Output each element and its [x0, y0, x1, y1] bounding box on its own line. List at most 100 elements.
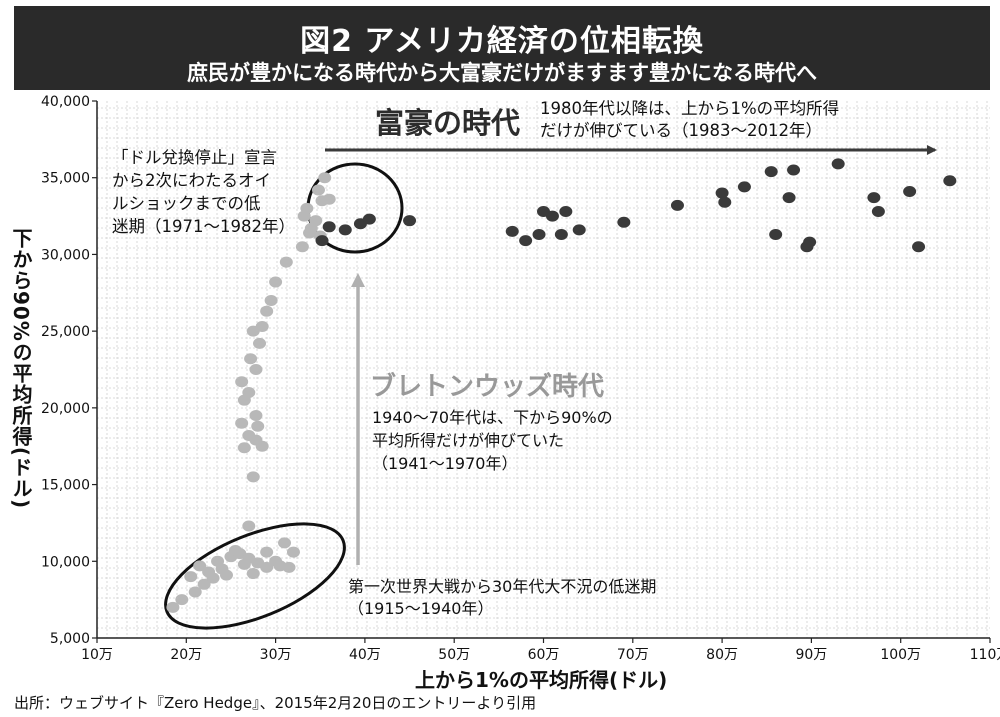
- data-point-series-3: [737, 181, 751, 193]
- data-point-series-3: [943, 175, 957, 187]
- y-axis-label: 下から90%の平均所得(ドル): [9, 228, 33, 510]
- data-point-series-1: [242, 387, 256, 399]
- data-point-series-3: [572, 224, 586, 236]
- y-tick-label: 30,000: [41, 247, 90, 263]
- bretton-line-3: （1941〜1970年）: [372, 454, 518, 474]
- bretton-title: ブレトンウッズ時代: [370, 372, 605, 402]
- bretton-line-1: 1940〜70年代は、下から90%の: [372, 408, 613, 427]
- x-tick-label: 100万: [880, 647, 921, 663]
- data-point-series-3: [403, 215, 417, 227]
- data-point-series-0: [197, 578, 211, 590]
- chart-points: [166, 158, 957, 613]
- era-rich-text: 1980年代以降は、上から1%の平均所得 だけが伸びている（1983〜2012年…: [540, 98, 839, 143]
- ww1-line-1: 第一次世界大戦から30年代大不況の低迷期: [348, 577, 657, 596]
- data-point-series-3: [769, 228, 783, 240]
- data-point-series-1: [251, 420, 265, 432]
- header-banner: 図2 アメリカ経済の位相転換 庶民が豊かになる時代から大富豪だけがますます豊かに…: [14, 6, 990, 90]
- ww1-circle: [164, 522, 346, 630]
- data-point-series-3: [715, 187, 729, 199]
- source-note: 出所：ウェブサイト『Zero Hedge』、2015年2月20日のエントリーより…: [14, 694, 537, 712]
- data-point-series-2: [322, 221, 336, 233]
- x-tick-label: 60万: [528, 647, 560, 663]
- x-axis-label: 上から1%の平均所得(ドル): [415, 668, 668, 692]
- chart-ticks: 5,000 10,000 15,000 20,000 25,000 30,000 35,00…: [41, 94, 1000, 663]
- data-point-series-3: [787, 164, 801, 176]
- data-point-series-2: [315, 235, 329, 247]
- y-tick-label: 25,000: [41, 324, 90, 340]
- data-point-series-0: [193, 560, 207, 572]
- data-point-series-2: [338, 224, 352, 236]
- stagnation-line-3: ルショックまでの低: [112, 194, 261, 214]
- bretton-line-2: 平均所得だけが伸びていた: [372, 431, 565, 451]
- data-point-series-0: [184, 571, 198, 583]
- header-title: 図2 アメリカ経済の位相転換: [300, 24, 704, 59]
- era-rich-title: 富豪の時代: [375, 106, 521, 140]
- x-tick-label: 110万: [970, 647, 1000, 663]
- data-point-series-0: [166, 601, 180, 613]
- ww1-text: 第一次世界大戦から30年代大不況の低迷期 （1915〜1940年）: [348, 576, 656, 621]
- data-point-series-3: [554, 228, 568, 240]
- data-point-series-1: [235, 376, 249, 388]
- era-rich-line-1: 1980年代以降は、上から1%の平均所得: [540, 99, 840, 118]
- data-point-series-0: [175, 594, 189, 606]
- x-tick-label: 40万: [349, 647, 381, 663]
- data-point-series-1: [311, 184, 325, 196]
- y-tick-label: 20,000: [41, 401, 90, 417]
- data-point-series-1: [279, 256, 293, 268]
- chart-overlays: [164, 145, 937, 630]
- x-tick-label: 90万: [795, 647, 827, 663]
- era-rich-line-2: だけが伸びている（1983〜2012年）: [540, 121, 822, 141]
- data-point-series-1: [260, 305, 274, 317]
- data-point-series-0: [278, 537, 292, 549]
- y-tick-label: 15,000: [41, 478, 90, 494]
- data-point-series-1: [237, 442, 251, 454]
- data-point-series-3: [559, 205, 573, 217]
- data-point-series-1: [242, 520, 256, 532]
- data-point-series-3: [912, 241, 926, 253]
- data-point-series-3: [782, 192, 796, 204]
- bretton-text: 1940〜70年代は、下から90%の 平均所得だけが伸びていた （1941〜19…: [372, 406, 613, 476]
- x-tick-label: 10万: [81, 647, 113, 663]
- y-tick-label: 10,000: [41, 554, 90, 570]
- data-point-series-1: [249, 364, 263, 375]
- data-point-series-0: [282, 561, 296, 573]
- data-point-series-1: [264, 294, 278, 306]
- data-point-series-1: [295, 241, 309, 253]
- data-point-series-1: [322, 193, 336, 205]
- data-point-series-0: [260, 546, 274, 558]
- data-point-series-3: [903, 186, 917, 198]
- x-tick-label: 50万: [438, 647, 470, 663]
- data-point-series-1: [253, 337, 267, 349]
- data-point-series-1: [246, 471, 260, 483]
- data-point-series-1: [303, 227, 317, 239]
- data-point-series-3: [718, 196, 732, 208]
- data-point-series-0: [206, 572, 220, 584]
- data-point-series-3: [505, 225, 519, 237]
- data-point-series-1: [242, 429, 256, 441]
- ww1-line-2: （1915〜1940年）: [348, 599, 494, 619]
- data-point-series-0: [286, 546, 300, 558]
- data-point-series-1: [269, 276, 283, 288]
- data-point-series-3: [867, 192, 881, 204]
- x-tick-label: 20万: [170, 647, 202, 663]
- data-point-series-3: [670, 199, 684, 211]
- data-point-series-1: [235, 417, 249, 429]
- stagnation-line-4: 迷期（1971〜1982年）: [112, 217, 295, 237]
- data-point-series-1: [297, 210, 311, 222]
- data-point-series-3: [764, 166, 778, 178]
- data-point-series-3: [871, 205, 885, 217]
- data-point-series-0: [246, 568, 260, 580]
- stagnation-line-1: 「ドル兌換停止」宣言: [112, 148, 277, 167]
- data-point-series-1: [249, 410, 263, 422]
- data-point-series-1: [318, 172, 332, 184]
- stagnation-line-2: から2次にわたるオイ: [112, 171, 271, 191]
- y-tick-label: 35,000: [41, 171, 90, 187]
- data-point-series-2: [362, 213, 376, 225]
- x-tick-label: 80万: [706, 647, 738, 663]
- y-tick-label: 5,000: [50, 631, 90, 647]
- stagnation-text: 「ドル兌換停止」宣言 から2次にわたるオイ ルショックまでの低 迷期（1971〜…: [112, 146, 295, 238]
- data-point-series-3: [519, 235, 533, 247]
- header-subtitle: 庶民が豊かになる時代から大富豪だけがますます豊かになる時代へ: [187, 61, 817, 85]
- data-point-series-3: [803, 236, 817, 248]
